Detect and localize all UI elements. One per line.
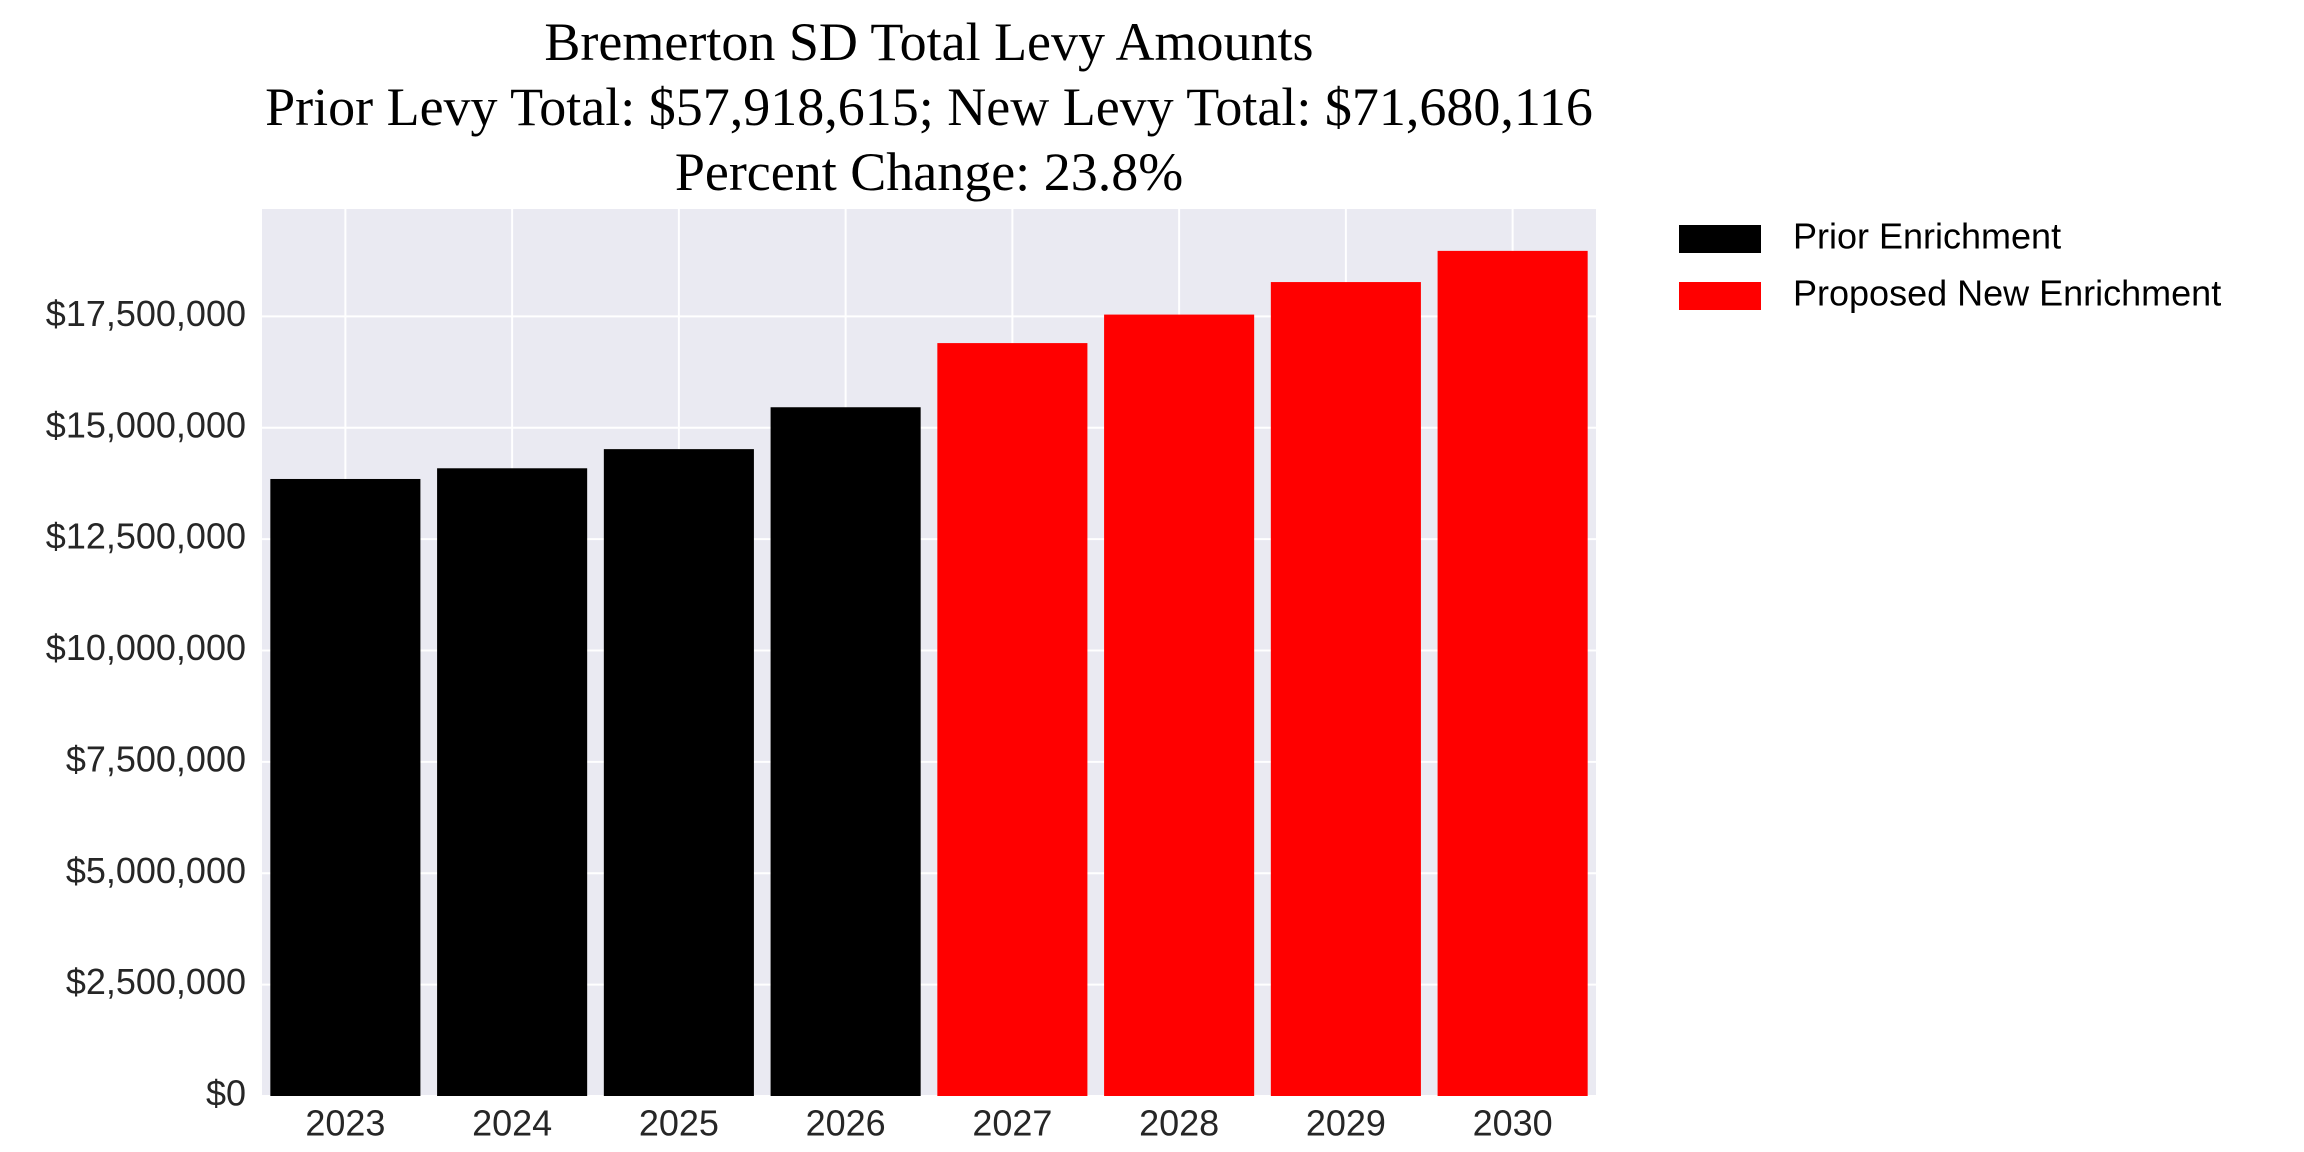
bar xyxy=(1270,282,1421,1097)
legend-swatch xyxy=(1679,225,1761,253)
bar xyxy=(270,478,421,1096)
chart-subtitle: Prior Levy Total: $57,918,615; New Levy … xyxy=(265,77,1593,137)
y-tick-label: $17,500,000 xyxy=(46,293,246,334)
x-tick-label: 2028 xyxy=(1139,1103,1219,1144)
bar xyxy=(1437,250,1588,1096)
legend-label: Prior Enrichment xyxy=(1793,216,2061,257)
x-tick-label: 2025 xyxy=(639,1103,719,1144)
x-tick-label: 2027 xyxy=(972,1103,1052,1144)
y-tick-label: $7,500,000 xyxy=(66,738,246,779)
y-tick-label: $12,500,000 xyxy=(46,516,246,557)
y-tick-label: $0 xyxy=(206,1073,246,1114)
chart-title: Bremerton SD Total Levy Amounts xyxy=(544,12,1313,72)
x-tick-label: 2026 xyxy=(806,1103,886,1144)
bar xyxy=(770,407,921,1096)
x-tick-label: 2024 xyxy=(472,1103,552,1144)
bar xyxy=(437,468,588,1096)
y-tick-label: $15,000,000 xyxy=(46,404,246,445)
bar xyxy=(1104,314,1255,1097)
y-tick-label: $10,000,000 xyxy=(46,627,246,668)
legend-label: Proposed New Enrichment xyxy=(1793,273,2221,314)
x-tick-label: 2023 xyxy=(305,1103,385,1144)
legend-swatch xyxy=(1679,282,1761,310)
bar xyxy=(937,343,1088,1096)
y-tick-label: $5,000,000 xyxy=(66,850,246,891)
x-tick-label: 2030 xyxy=(1473,1103,1553,1144)
y-tick-label: $2,500,000 xyxy=(66,961,246,1002)
bar xyxy=(603,449,754,1096)
x-tick-label: 2029 xyxy=(1306,1103,1386,1144)
chart-subtitle: Percent Change: 23.8% xyxy=(675,142,1183,202)
